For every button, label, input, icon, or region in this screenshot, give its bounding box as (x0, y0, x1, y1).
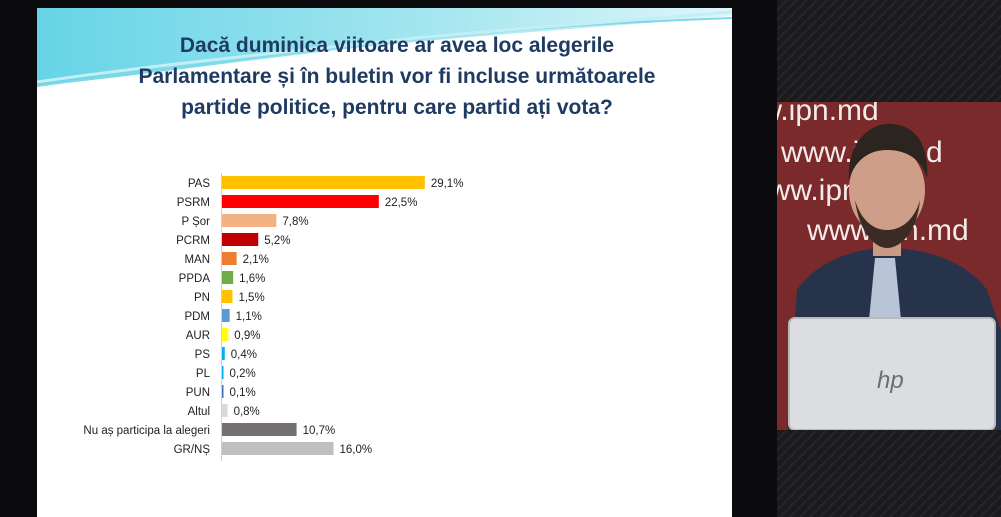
data-label: 22,5% (385, 197, 418, 209)
bar (222, 423, 297, 436)
category-label: Nu aș participa la alegeri (83, 425, 210, 437)
data-label: 2,1% (243, 254, 269, 266)
data-label: 10,7% (303, 425, 336, 437)
data-label: 0,4% (231, 349, 257, 361)
data-label: 0,9% (234, 330, 260, 342)
bar (222, 404, 228, 417)
bar-chart: PAS 29,1% PSRM 22,5% P Șor 7,8% PCRM 5,2% MAN 2,1… (83, 173, 464, 461)
bar (222, 309, 230, 322)
slide-title: Dacă duminica viitoare ar avea loc alege… (97, 30, 697, 123)
data-label: 0,2% (230, 368, 256, 380)
slide-title-line: Dacă duminica viitoare ar avea loc alege… (179, 34, 615, 57)
laptop: hp (788, 317, 996, 431)
bar (222, 176, 425, 189)
slide-header-swoosh (37, 8, 732, 87)
data-label: 0,8% (234, 406, 260, 418)
category-label: PN (194, 292, 210, 304)
data-label: 7,8% (282, 216, 308, 228)
bar (222, 347, 225, 360)
category-label: GR/NȘ (174, 444, 211, 456)
bar (222, 233, 259, 246)
bar (222, 442, 334, 455)
category-label: MAN (184, 254, 210, 266)
video-frame: www.ipn.md www.ipn.md www.ipn.md www.ipn… (777, 0, 1001, 517)
data-label: 1,6% (239, 273, 265, 285)
bar (222, 214, 277, 227)
slide-title-line: partide politice, pentru care partid ați… (181, 96, 613, 119)
bar (222, 271, 234, 284)
bar (222, 195, 379, 208)
category-label: PSRM (177, 197, 210, 209)
category-label: PL (196, 368, 211, 380)
data-label: 16,0% (340, 444, 373, 456)
data-label: 5,2% (264, 235, 290, 247)
data-label: 1,5% (238, 292, 264, 304)
data-label: 0,1% (230, 387, 256, 399)
category-label: P Șor (181, 216, 210, 228)
laptop-logo-icon: hp (877, 367, 904, 394)
slide-title-line: Parlamentare și în buletin vor fi inclus… (138, 65, 656, 88)
presentation-slide: Dacă duminica viitoare ar avea loc alege… (37, 8, 732, 517)
category-label: PS (195, 349, 211, 361)
data-label: 1,1% (236, 311, 262, 323)
data-label: 29,1% (431, 178, 464, 190)
video-feed: www.ipn.md www.ipn.md www.ipn.md www.ipn… (777, 0, 1001, 517)
bar (222, 385, 224, 398)
category-label: PUN (186, 387, 210, 399)
category-label: PCRM (176, 235, 210, 247)
bar (222, 290, 233, 303)
category-label: PAS (188, 178, 210, 190)
category-label: Altul (188, 406, 210, 418)
watermark-text: www.ipn.md (777, 94, 879, 127)
bar (222, 328, 229, 341)
category-label: AUR (186, 330, 210, 342)
category-label: PDM (184, 311, 210, 323)
bar (222, 252, 237, 265)
bar (222, 366, 224, 379)
category-label: PPDA (179, 273, 211, 285)
